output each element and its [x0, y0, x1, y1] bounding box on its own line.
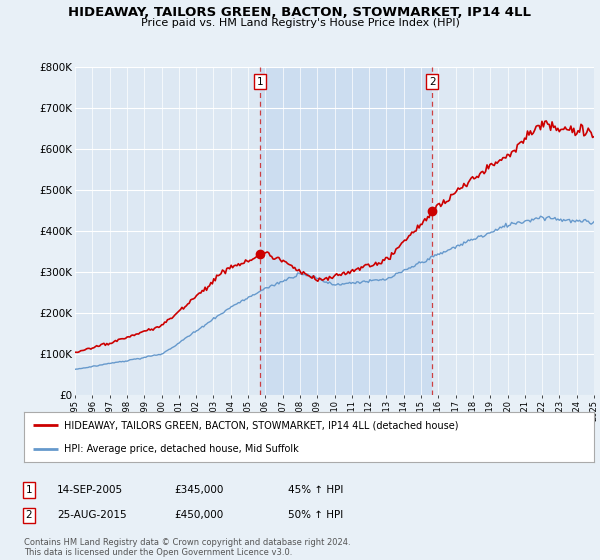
Text: 1: 1: [257, 77, 263, 87]
Text: HIDEAWAY, TAILORS GREEN, BACTON, STOWMARKET, IP14 4LL: HIDEAWAY, TAILORS GREEN, BACTON, STOWMAR…: [68, 6, 532, 18]
Bar: [260, 67, 432, 395]
Text: HIDEAWAY, TAILORS GREEN, BACTON, STOWMARKET, IP14 4LL (detached house): HIDEAWAY, TAILORS GREEN, BACTON, STOWMAR…: [64, 420, 458, 430]
Text: 1: 1: [25, 485, 32, 495]
Text: 2: 2: [25, 510, 32, 520]
Text: 14-SEP-2005: 14-SEP-2005: [57, 485, 123, 495]
Text: 45% ↑ HPI: 45% ↑ HPI: [288, 485, 343, 495]
Text: £450,000: £450,000: [174, 510, 223, 520]
Text: 50% ↑ HPI: 50% ↑ HPI: [288, 510, 343, 520]
Text: Contains HM Land Registry data © Crown copyright and database right 2024.
This d: Contains HM Land Registry data © Crown c…: [24, 538, 350, 557]
Text: Price paid vs. HM Land Registry's House Price Index (HPI): Price paid vs. HM Land Registry's House …: [140, 18, 460, 28]
Text: £345,000: £345,000: [174, 485, 223, 495]
Text: 25-AUG-2015: 25-AUG-2015: [57, 510, 127, 520]
Text: 2: 2: [429, 77, 436, 87]
Text: HPI: Average price, detached house, Mid Suffolk: HPI: Average price, detached house, Mid …: [64, 445, 299, 454]
